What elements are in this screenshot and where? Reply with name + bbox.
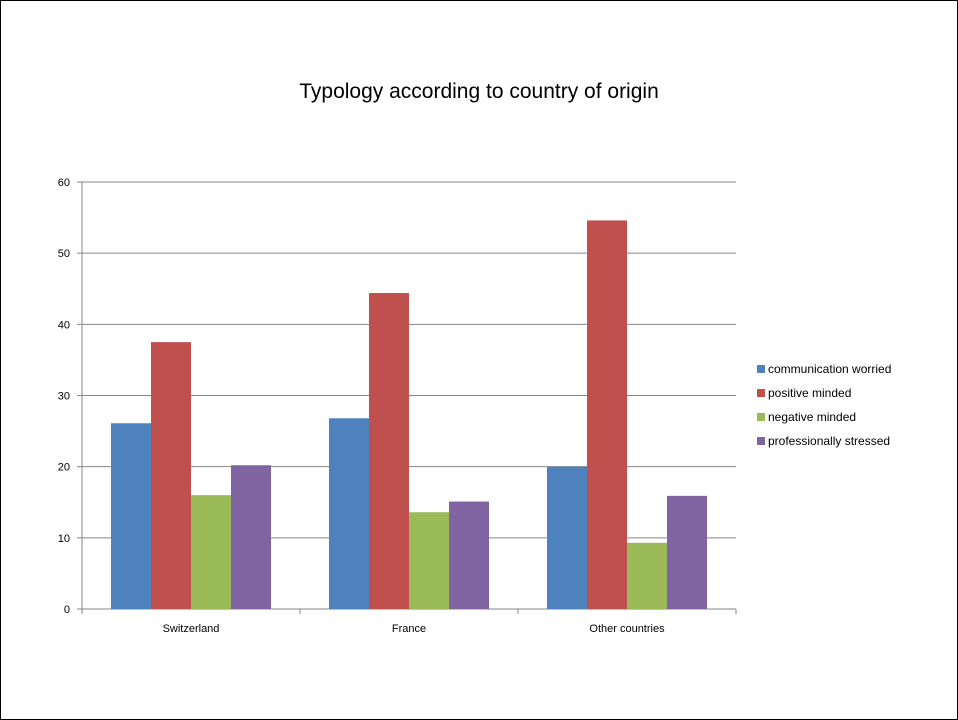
x-tick-label: Other countries bbox=[589, 623, 665, 635]
legend-label: negative minded bbox=[768, 410, 856, 424]
bar bbox=[329, 418, 369, 609]
y-tick-label: 40 bbox=[58, 319, 70, 331]
x-tick-label: France bbox=[392, 623, 426, 635]
bar bbox=[547, 466, 587, 609]
y-tick-label: 50 bbox=[58, 248, 70, 260]
bar bbox=[369, 293, 409, 609]
bar bbox=[231, 465, 271, 609]
bar bbox=[409, 512, 449, 609]
legend-swatch bbox=[757, 389, 765, 397]
legend-label: positive minded bbox=[768, 386, 851, 400]
legend-label: professionally stressed bbox=[768, 434, 890, 448]
y-tick-label: 10 bbox=[58, 533, 70, 545]
legend-label: communication worried bbox=[768, 362, 891, 376]
bar bbox=[627, 542, 667, 609]
legend-swatch bbox=[757, 437, 765, 445]
bar bbox=[191, 495, 231, 609]
bar bbox=[111, 423, 151, 609]
bar bbox=[449, 501, 489, 609]
chart-title: Typology according to country of origin bbox=[299, 80, 659, 103]
y-tick-label: 0 bbox=[64, 604, 70, 616]
legend-swatch bbox=[757, 365, 765, 373]
legend-swatch bbox=[757, 413, 765, 421]
legend: communication worried positive minded nega… bbox=[757, 362, 891, 448]
y-tick-label: 60 bbox=[58, 177, 70, 189]
y-tick-label: 30 bbox=[58, 391, 70, 403]
bar bbox=[587, 220, 627, 609]
x-tick-label: Switzerland bbox=[163, 623, 220, 635]
bar bbox=[667, 495, 707, 609]
y-tick-label: 20 bbox=[58, 462, 70, 474]
bar bbox=[151, 342, 191, 609]
bars bbox=[111, 220, 707, 609]
